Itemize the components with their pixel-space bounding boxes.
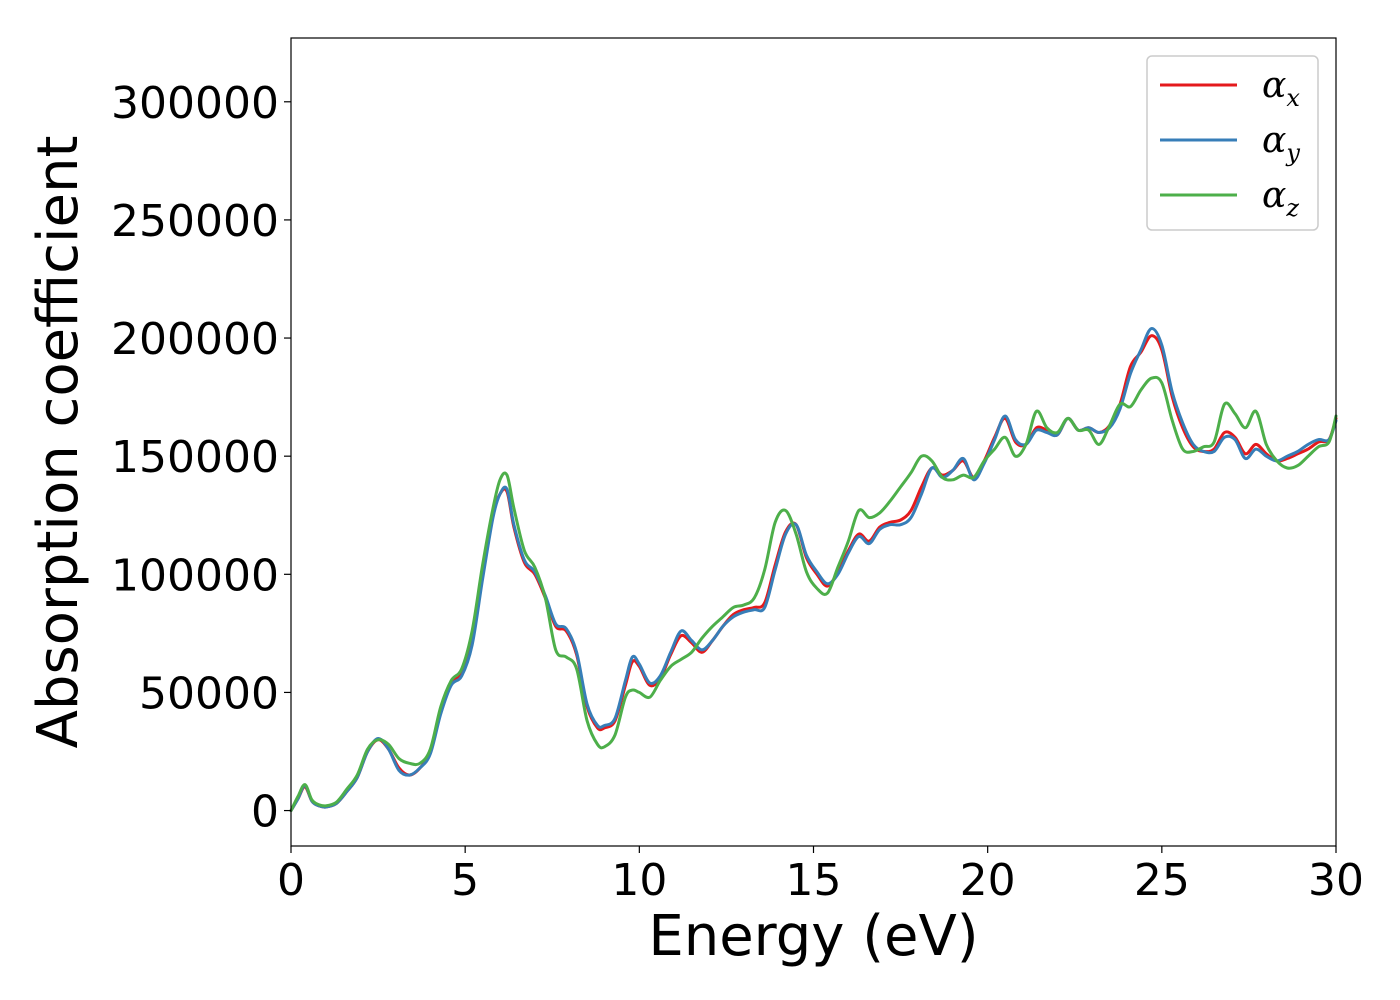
y-tick-label: 250000 <box>111 196 279 247</box>
y-axis-ticks: 0 50000 100000 150000 200000 250000 300000 <box>111 78 291 838</box>
x-tick-label: 20 <box>960 855 1016 906</box>
x-tick-label: 0 <box>277 855 305 906</box>
legend-subscript-y: y <box>1285 139 1300 167</box>
x-tick-label: 30 <box>1308 855 1364 906</box>
y-tick-label: 300000 <box>111 78 279 129</box>
legend-box <box>1146 55 1319 231</box>
x-tick-label: 15 <box>786 855 842 906</box>
series-layer <box>289 327 1338 813</box>
legend-subscript-x: x <box>1286 84 1300 112</box>
x-tick-label: 10 <box>611 855 667 906</box>
series-line-z <box>289 375 1338 813</box>
y-tick-label: 50000 <box>139 668 279 719</box>
x-axis-label: Energy (eV) <box>648 904 978 969</box>
series-line-y <box>289 327 1338 813</box>
y-tick-label: 100000 <box>111 550 279 601</box>
x-tick-label: 25 <box>1134 855 1190 906</box>
x-tick-label: 5 <box>451 855 479 906</box>
y-tick-label: 150000 <box>111 432 279 483</box>
x-axis-ticks: 0 5 10 15 20 25 30 <box>277 846 1364 906</box>
legend-subscript-z: z <box>1285 194 1299 222</box>
y-tick-label: 200000 <box>111 314 279 365</box>
y-axis-label: Absorption coefficient <box>26 136 91 749</box>
y-tick-label: 0 <box>251 787 279 838</box>
